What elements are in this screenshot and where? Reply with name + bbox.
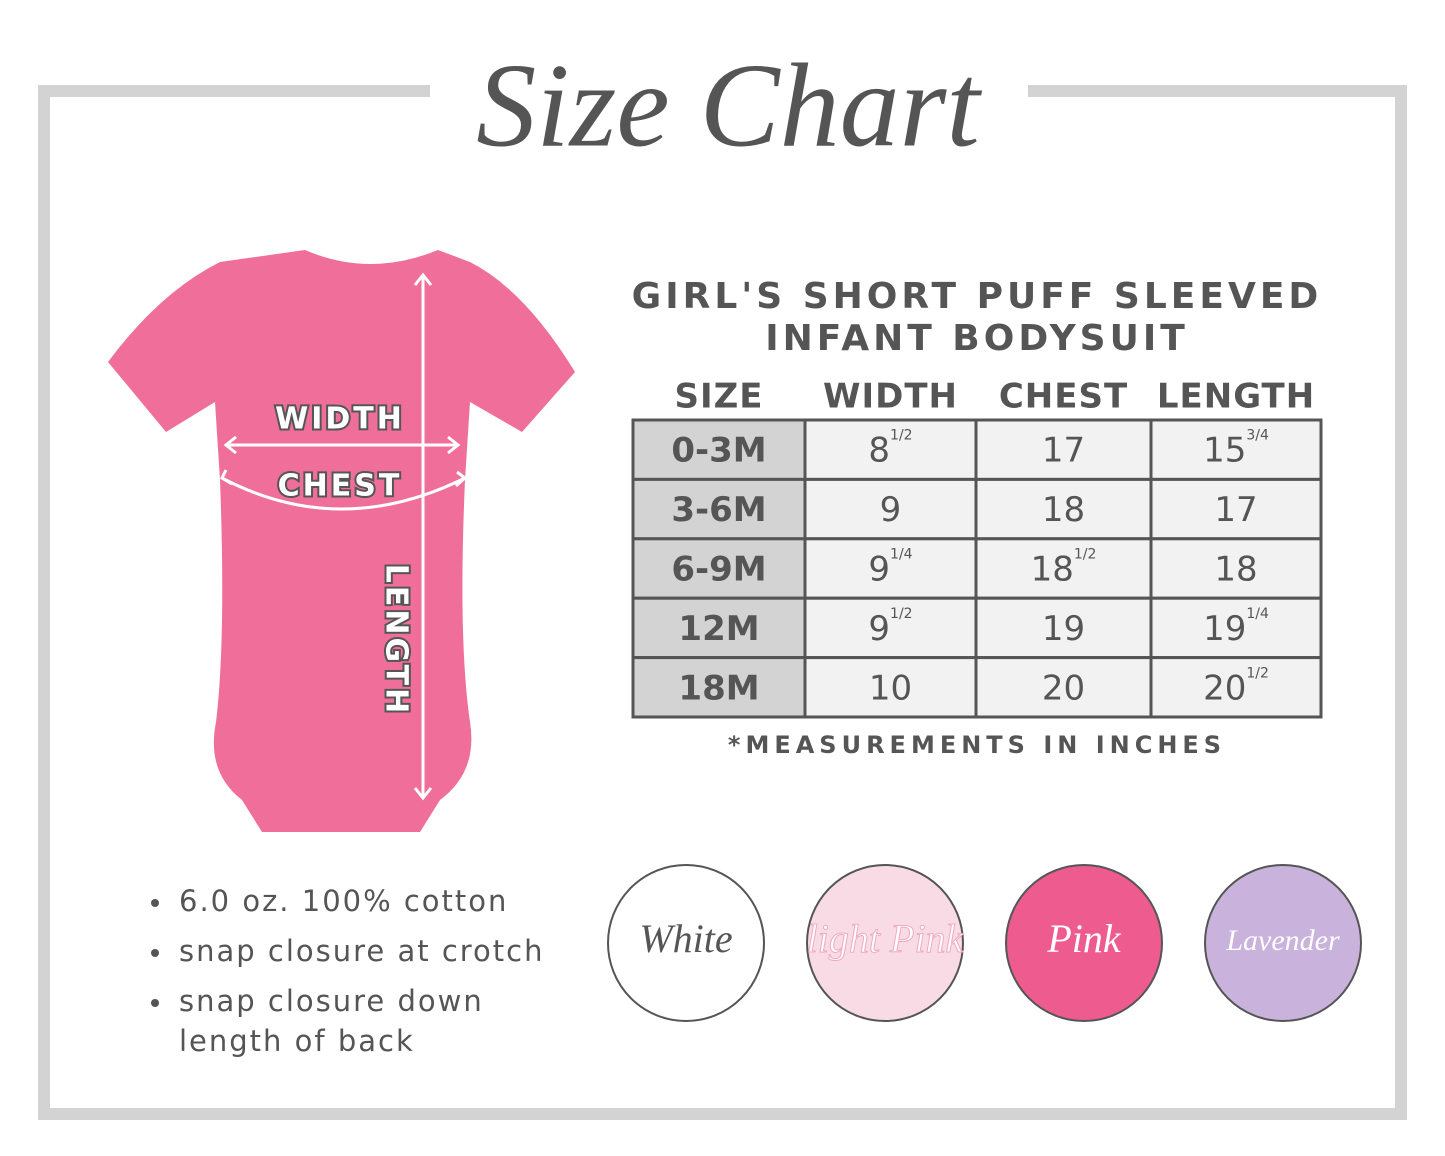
table-cell bbox=[803, 537, 978, 600]
bullet bbox=[151, 899, 159, 907]
table-note: *MEASUREMENTS IN INCHES bbox=[728, 731, 1226, 759]
cell-value: 81/2 bbox=[868, 428, 912, 471]
table-cell bbox=[631, 656, 807, 719]
cell-fraction: 1/4 bbox=[1246, 606, 1269, 622]
cell-whole: 15 bbox=[1203, 430, 1246, 470]
color-name: Pink bbox=[1046, 916, 1122, 961]
table-cell bbox=[974, 537, 1153, 600]
color-swatch bbox=[1204, 864, 1362, 1022]
cell-value: 18 bbox=[1042, 490, 1085, 530]
cell-whole: 20 bbox=[1042, 668, 1085, 708]
table-cell bbox=[974, 656, 1153, 719]
cell-fraction: 1/2 bbox=[890, 428, 913, 444]
cell-value: 191/4 bbox=[1203, 606, 1269, 649]
cell-value: 19 bbox=[1042, 608, 1085, 648]
cell-fraction: 1/2 bbox=[1074, 547, 1097, 563]
bodysuit bbox=[108, 250, 575, 832]
color-swatch bbox=[1005, 864, 1163, 1022]
bullet bbox=[151, 949, 159, 957]
cell-value: 20 bbox=[1042, 668, 1085, 708]
cell-value: 201/2 bbox=[1203, 665, 1269, 708]
measure-label: WIDTH bbox=[275, 402, 405, 437]
product-title: GIRL'S SHORT PUFF SLEEVED bbox=[632, 276, 1323, 317]
cell-whole: 18 bbox=[1042, 490, 1085, 530]
column-header: SIZE bbox=[674, 377, 763, 417]
cell-fraction: 1/4 bbox=[890, 547, 913, 563]
cell-whole: 9 bbox=[868, 549, 890, 589]
cell-fraction: 3/4 bbox=[1246, 428, 1269, 444]
measure-arrows bbox=[220, 272, 468, 801]
color-name: White bbox=[639, 916, 732, 961]
color-name: Lavender bbox=[1225, 924, 1340, 957]
cell-value: 91/2 bbox=[868, 606, 912, 649]
cell-fraction: 1/2 bbox=[890, 606, 913, 622]
table-cell bbox=[1149, 537, 1323, 600]
feature: length of back bbox=[179, 1024, 415, 1058]
size-label: 6-9M bbox=[671, 549, 766, 589]
bullet bbox=[151, 999, 159, 1007]
cell-whole: 6-9M bbox=[671, 549, 766, 589]
cell-whole: 18 bbox=[1214, 549, 1257, 589]
cell-whole: 9 bbox=[880, 490, 902, 530]
cell-whole: 18M bbox=[678, 668, 759, 708]
size-label: 12M bbox=[678, 608, 759, 648]
color-swatch bbox=[806, 864, 964, 1022]
cell-value: 17 bbox=[1042, 430, 1085, 470]
measure-label: CHEST bbox=[278, 469, 403, 504]
cell-value: 18 bbox=[1214, 549, 1257, 589]
cell-whole: 19 bbox=[1203, 608, 1246, 648]
frame bbox=[38, 85, 1407, 1120]
column-header: CHEST bbox=[999, 377, 1128, 417]
cell-whole: 17 bbox=[1042, 430, 1085, 470]
size-label: 18M bbox=[678, 668, 759, 708]
cell-whole: 17 bbox=[1214, 490, 1257, 530]
column-header: LENGTH bbox=[1157, 377, 1315, 417]
cell-whole: 20 bbox=[1203, 668, 1246, 708]
cell-value: 181/2 bbox=[1031, 547, 1097, 590]
table-cell bbox=[1149, 656, 1323, 719]
cell-whole: 18 bbox=[1031, 549, 1074, 589]
cell-value: 17 bbox=[1214, 490, 1257, 530]
column-header: WIDTH bbox=[823, 377, 958, 417]
table-cell bbox=[803, 596, 978, 660]
color-swatch bbox=[607, 864, 765, 1022]
cell-whole: 8 bbox=[868, 430, 890, 470]
table-cell bbox=[974, 596, 1153, 660]
size-label: 3-6M bbox=[671, 490, 766, 530]
feature: snap closure at crotch bbox=[179, 934, 545, 968]
title: Size Chart bbox=[476, 39, 982, 172]
measure-label: LENGTH bbox=[379, 564, 414, 716]
cell-whole: 10 bbox=[869, 668, 912, 708]
cell-whole: 19 bbox=[1042, 608, 1085, 648]
cell-value: 91/4 bbox=[868, 547, 912, 590]
feature: snap closure down bbox=[179, 984, 484, 1018]
table-cell bbox=[803, 656, 978, 719]
feature: 6.0 oz. 100% cotton bbox=[179, 884, 508, 918]
size-label: 0-3M bbox=[671, 430, 766, 470]
product-title: INFANT BODYSUIT bbox=[765, 318, 1189, 359]
cell-whole: 9 bbox=[868, 608, 890, 648]
cell-whole: 3-6M bbox=[671, 490, 766, 530]
cell-fraction: 1/2 bbox=[1246, 665, 1269, 681]
cell-value: 153/4 bbox=[1203, 428, 1269, 471]
cell-value: 9 bbox=[880, 490, 902, 530]
color-name: light Pink bbox=[807, 916, 965, 961]
cell-value: 10 bbox=[869, 668, 912, 708]
cell-whole: 12M bbox=[678, 608, 759, 648]
table-cell bbox=[974, 418, 1153, 481]
table-cell bbox=[631, 477, 807, 541]
cell-whole: 0-3M bbox=[671, 430, 766, 470]
